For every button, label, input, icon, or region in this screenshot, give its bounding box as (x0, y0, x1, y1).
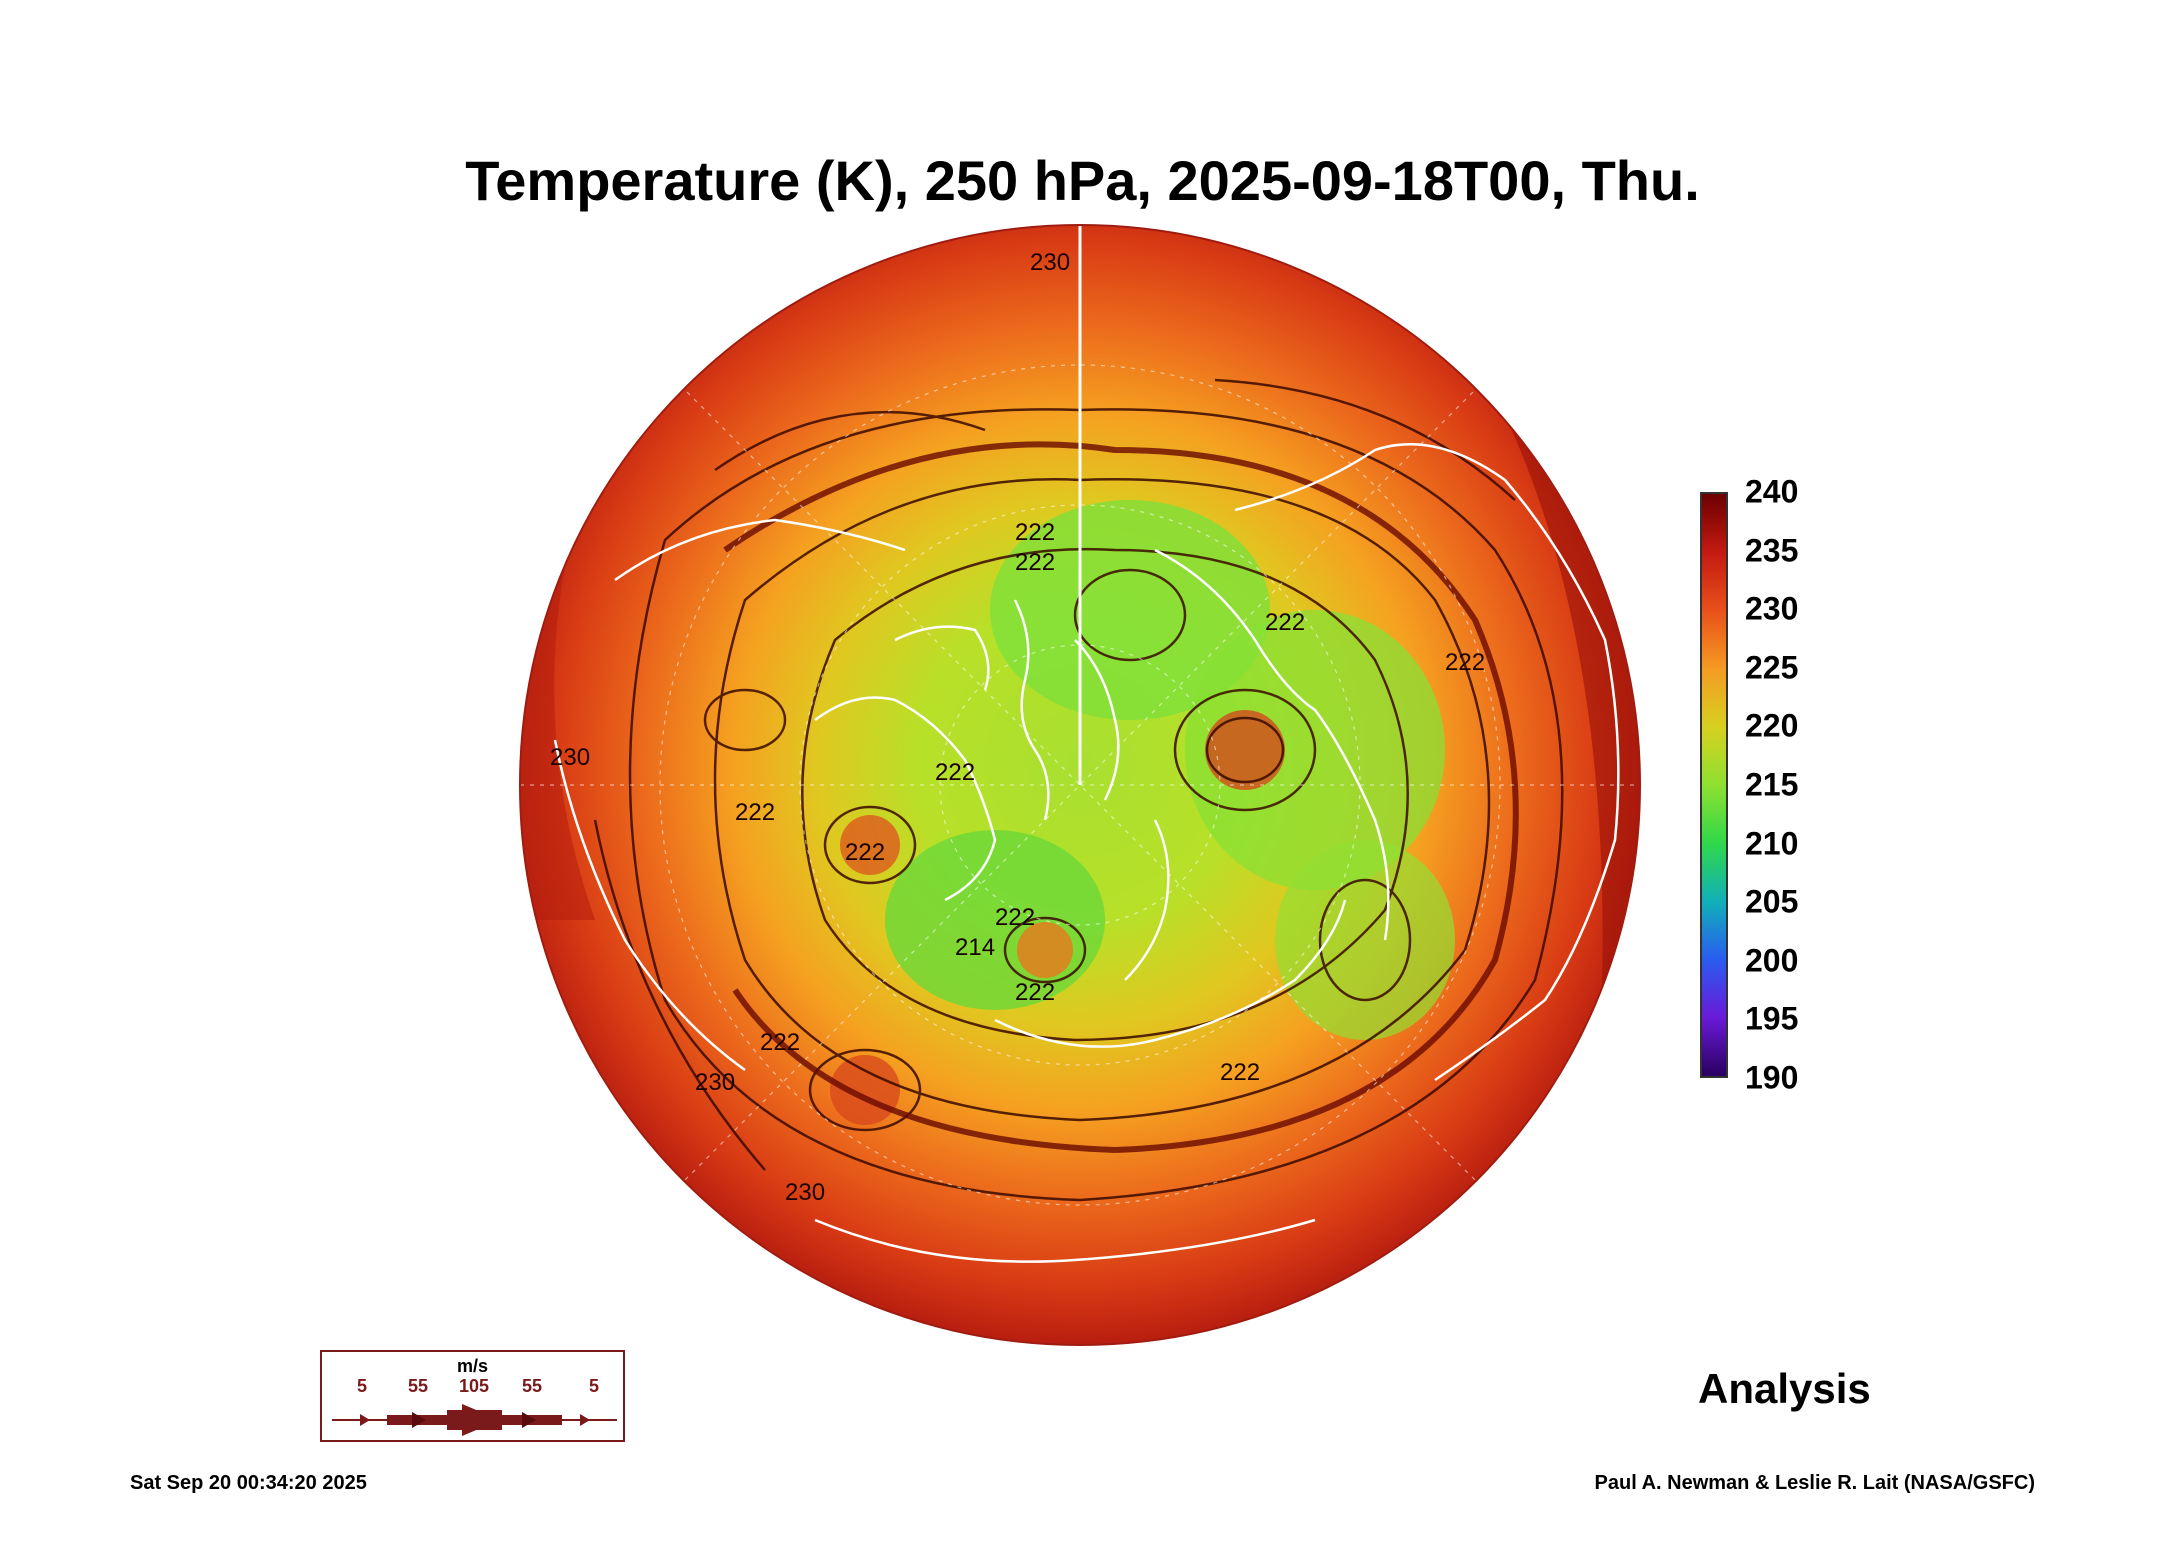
contour-label: 222 (1265, 609, 1305, 636)
analysis-label: Analysis (1698, 1365, 1871, 1412)
wind-legend-arrow (332, 1404, 617, 1436)
wind-legend-value: 55 (521, 1376, 543, 1396)
jet-streams (723, 441, 1519, 1153)
contour-label: 222 (760, 1029, 800, 1056)
colorbar-tick-label: 210 (1745, 825, 1799, 862)
contour-label: 222 (935, 759, 975, 786)
timestamp: Sat Sep 20 00:34:20 2025 (130, 1472, 367, 1494)
contour-label: 222 (1445, 649, 1485, 676)
colorbar-tick-label: 205 (1745, 883, 1799, 920)
warm-core (1205, 710, 1285, 790)
contour-label: 230 (785, 1179, 825, 1206)
colorbar-tick-label: 230 (1745, 590, 1799, 627)
cold-pool (1275, 840, 1455, 1040)
contour-label: 214 (955, 934, 995, 961)
contour-label: 222 (735, 799, 775, 826)
contour-label: 222 (1015, 519, 1055, 546)
warm-core (840, 815, 900, 875)
colorbar-tick-label: 240 (1745, 473, 1799, 510)
colorbar-tick-label: 225 (1745, 649, 1799, 686)
warm-core (830, 1055, 900, 1125)
contour-label: 222 (1220, 1059, 1260, 1086)
contour-label: 230 (1030, 249, 1070, 276)
colorbar-tick-label: 220 (1745, 707, 1799, 744)
map-border (519, 224, 1641, 1346)
contour-label: 230 (550, 744, 590, 771)
colorbar-tick-label: 235 (1745, 532, 1799, 569)
wind-legend-value: 105 (458, 1376, 490, 1396)
wind-legend-unit: m/s (456, 1356, 489, 1376)
colorbar (1700, 492, 1728, 1078)
polar-map: 230 230 230 230 222 222 222 222 222 222 … (515, 220, 1645, 1350)
coastlines (553, 443, 1620, 1263)
colorbar-tick-label: 215 (1745, 766, 1799, 803)
wind-legend-value: 5 (588, 1376, 600, 1396)
wind-legend-value: 5 (356, 1376, 368, 1396)
wind-legend-value: 55 (407, 1376, 429, 1396)
contour-label: 222 (1015, 979, 1055, 1006)
wind-legend: m/s 5 55 105 55 5 (320, 1350, 625, 1442)
credit: Paul A. Newman & Leslie R. Lait (NASA/GS… (1594, 1472, 2035, 1494)
contour-label: 222 (845, 839, 885, 866)
contour-label: 222 (995, 904, 1035, 931)
warm-core (1017, 922, 1073, 978)
colorbar-tick-label: 195 (1745, 1000, 1799, 1037)
polar-map-svg: 230 230 230 230 222 222 222 222 222 222 … (519, 224, 1641, 1346)
colorbar-tick-label: 190 (1745, 1059, 1799, 1096)
cold-pool (990, 500, 1270, 720)
contour-label: 222 (1015, 549, 1055, 576)
contour-labels: 230 230 230 230 222 222 222 222 222 222 … (550, 249, 1485, 1206)
chart-title: Temperature (K), 250 hPa, 2025-09-18T00,… (465, 149, 1700, 212)
contour-label: 230 (695, 1069, 735, 1096)
colorbar-tick-label: 200 (1745, 942, 1799, 979)
